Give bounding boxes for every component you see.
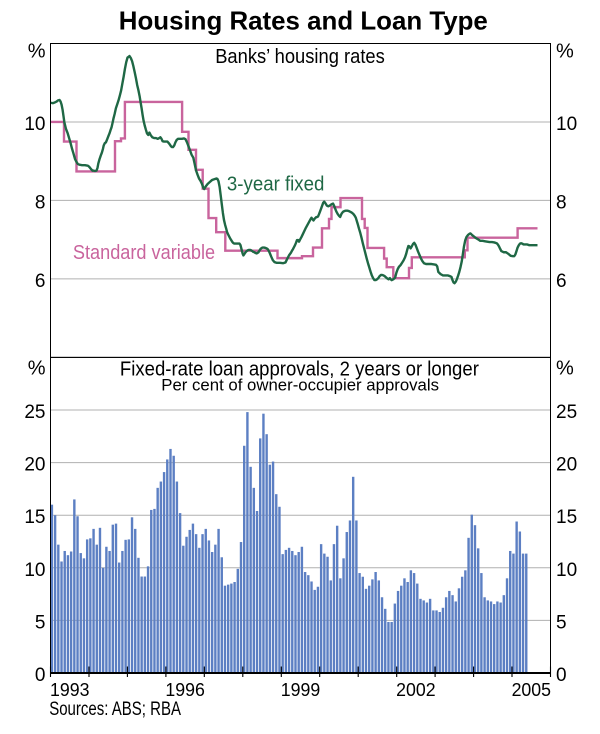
svg-text:Per cent of owner-occupier app: Per cent of owner-occupier approvals — [161, 376, 439, 395]
svg-text:2002: 2002 — [396, 679, 435, 700]
svg-text:0: 0 — [35, 665, 46, 686]
svg-text:%: % — [28, 358, 46, 380]
svg-text:6: 6 — [556, 271, 567, 292]
svg-text:%: % — [556, 358, 574, 380]
svg-text:1999: 1999 — [281, 679, 320, 700]
svg-text:20: 20 — [556, 455, 577, 476]
svg-text:5: 5 — [556, 612, 567, 633]
svg-text:8: 8 — [556, 192, 567, 213]
svg-text:%: % — [556, 40, 574, 62]
svg-text:Banks’ housing rates: Banks’ housing rates — [215, 46, 385, 68]
svg-text:20: 20 — [24, 455, 45, 476]
svg-text:10: 10 — [556, 560, 577, 581]
svg-text:25: 25 — [556, 402, 577, 423]
svg-text:Sources: ABS; RBA: Sources: ABS; RBA — [49, 699, 181, 720]
svg-text:8: 8 — [35, 192, 46, 213]
svg-text:25: 25 — [24, 402, 45, 423]
svg-text:Standard variable: Standard variable — [73, 242, 215, 264]
svg-text:10: 10 — [24, 114, 45, 135]
svg-text:3-year fixed: 3-year fixed — [227, 174, 325, 196]
svg-text:15: 15 — [24, 507, 45, 528]
svg-text:Housing Rates and Loan Type: Housing Rates and Loan Type — [119, 5, 488, 35]
svg-text:2005: 2005 — [512, 679, 551, 700]
svg-text:0: 0 — [556, 665, 567, 686]
svg-text:15: 15 — [556, 507, 577, 528]
svg-text:6: 6 — [35, 271, 46, 292]
svg-text:5: 5 — [35, 612, 46, 633]
svg-text:1996: 1996 — [165, 679, 204, 700]
svg-text:%: % — [28, 40, 46, 62]
svg-text:1993: 1993 — [50, 679, 89, 700]
svg-text:10: 10 — [556, 114, 577, 135]
svg-text:10: 10 — [24, 560, 45, 581]
svg-text:Fixed-rate loan approvals, 2 y: Fixed-rate loan approvals, 2 years or lo… — [120, 358, 479, 380]
